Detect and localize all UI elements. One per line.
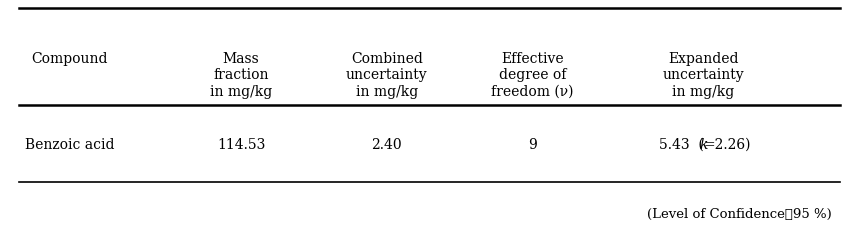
Text: k: k bbox=[699, 138, 708, 152]
Text: Benzoic acid: Benzoic acid bbox=[25, 138, 114, 152]
Text: Compound: Compound bbox=[32, 52, 108, 66]
Text: 9: 9 bbox=[528, 138, 537, 152]
Text: 114.53: 114.53 bbox=[217, 138, 265, 152]
Text: Expanded
uncertainty
in mg/kg: Expanded uncertainty in mg/kg bbox=[662, 52, 744, 99]
Text: 5.43  (: 5.43 ( bbox=[659, 138, 704, 152]
Text: Mass
fraction
in mg/kg: Mass fraction in mg/kg bbox=[210, 52, 272, 99]
Text: Combined
uncertainty
in mg/kg: Combined uncertainty in mg/kg bbox=[346, 52, 428, 99]
Text: =2.26): =2.26) bbox=[704, 138, 751, 152]
Text: (Level of Confidence：95 %): (Level of Confidence：95 %) bbox=[647, 208, 832, 221]
Text: Effective
degree of
freedom (ν): Effective degree of freedom (ν) bbox=[491, 52, 574, 99]
Text: 2.40: 2.40 bbox=[371, 138, 402, 152]
